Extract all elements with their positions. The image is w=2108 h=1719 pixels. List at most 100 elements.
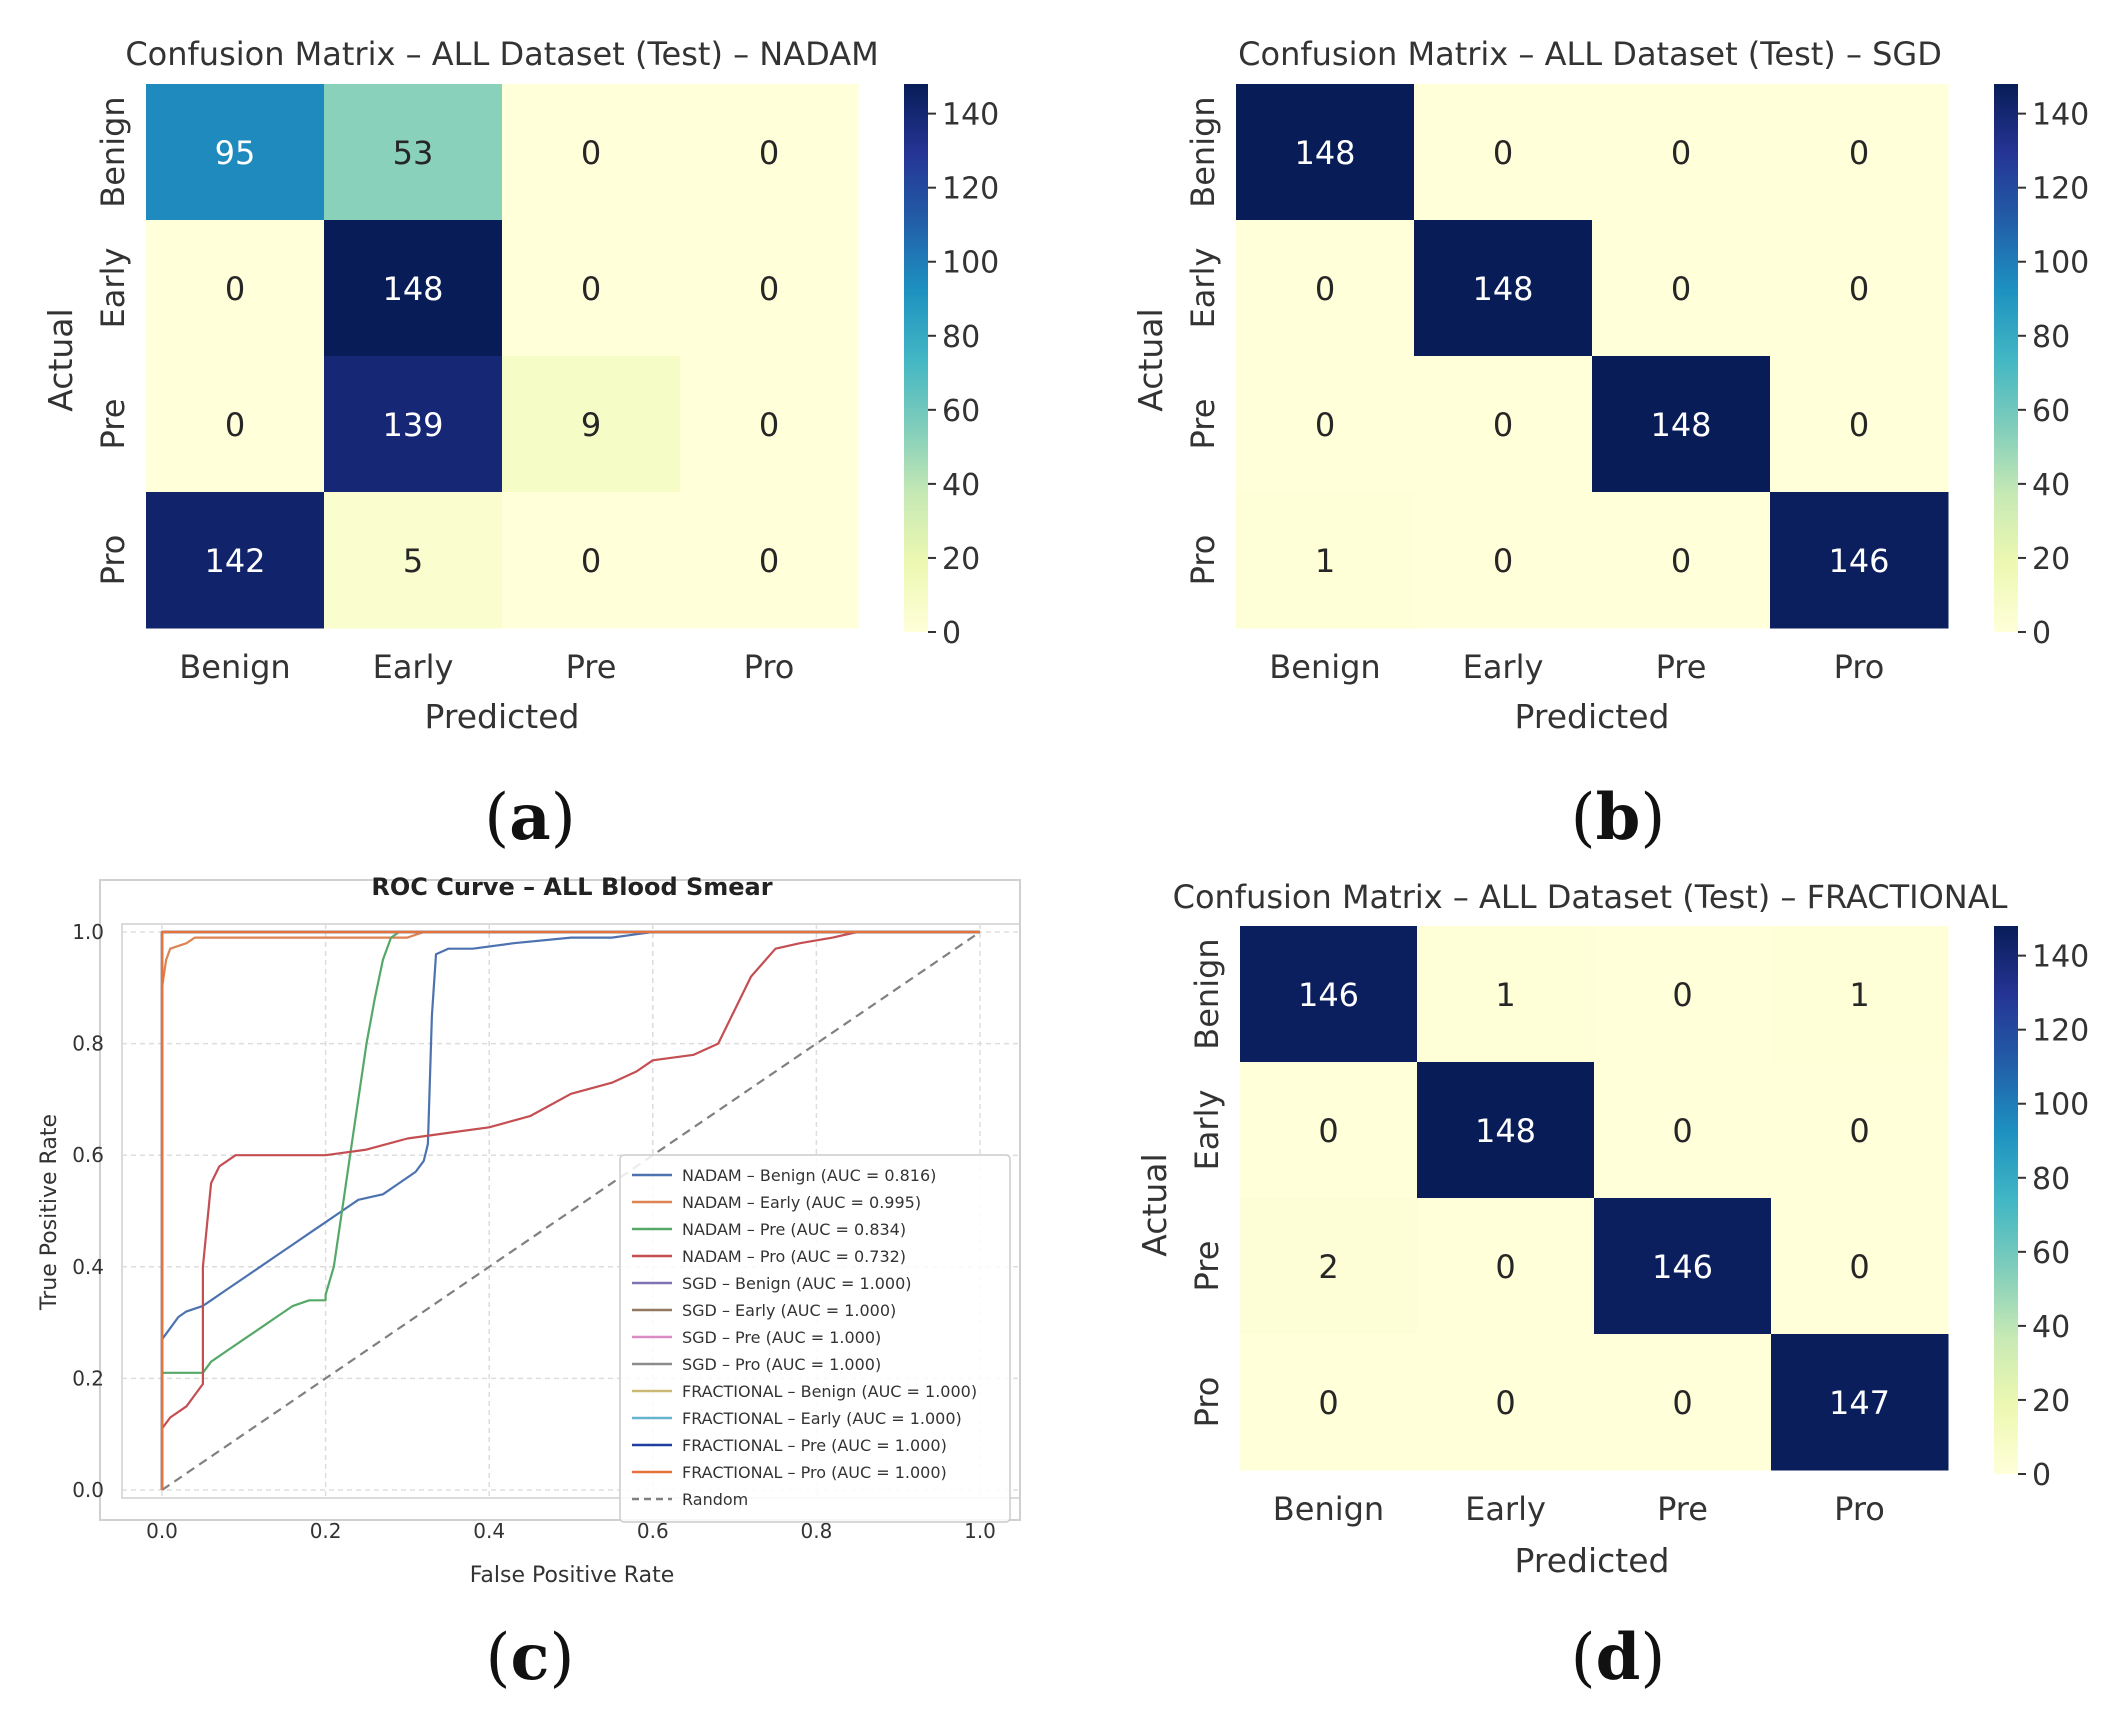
cell-value: 147 — [1829, 1384, 1890, 1422]
cell-value: 0 — [1672, 976, 1692, 1014]
cell-value: 0 — [1671, 134, 1691, 172]
colorbar-tick-label: 40 — [2032, 1310, 2070, 1345]
cell-value: 148 — [1294, 134, 1355, 172]
heatmap-cell-2-2 — [1594, 1198, 1772, 1335]
heatmap-cell-2-2 — [1592, 356, 1771, 493]
roc-legend: NADAM – Benign (AUC = 0.816) NADAM – Earl… — [619, 1154, 1011, 1523]
cell-value: 0 — [1672, 1384, 1692, 1422]
confusion-matrix-fractional: Confusion Matrix – ALL Dataset (Test) – … — [1135, 878, 2089, 1580]
cell-value: 0 — [581, 270, 601, 308]
heatmap-cell-2-1 — [1417, 1198, 1595, 1335]
heatmap-cell-3-1 — [324, 492, 503, 629]
cell-value: 1 — [1849, 976, 1869, 1014]
x-tick-label: 0.6 — [637, 1519, 669, 1543]
y-tick-label: 0.0 — [72, 1478, 104, 1502]
heatmap-cell-1-0 — [1240, 1062, 1418, 1199]
heatmap-cell-0-2 — [1592, 84, 1771, 221]
x-tick-label: Pre — [566, 648, 617, 686]
cell-value: 148 — [382, 270, 443, 308]
y-tick-label: Early — [94, 248, 132, 329]
heatmap-cell-0-2 — [502, 84, 681, 221]
roc-x-ticks: 0.0 0.2 0.4 0.6 0.8 1.0 — [146, 1519, 996, 1543]
cell-value: 0 — [225, 406, 245, 444]
cell-value: 146 — [1298, 976, 1359, 1014]
heatmap-cell-2-0 — [1240, 1198, 1418, 1335]
colorbar-tick-label: 100 — [2032, 1088, 2089, 1123]
x-tick-label: Benign — [1269, 648, 1380, 686]
heatmap-cell-1-3 — [680, 220, 859, 357]
legend-entry: FRACTIONAL – Pro (AUC = 1.000) — [682, 1463, 947, 1482]
cell-value: 0 — [1493, 406, 1513, 444]
heatmap-cell-0-1 — [1414, 84, 1593, 221]
x-tick-label: 1.0 — [964, 1519, 996, 1543]
chart-title: ROC Curve – ALL Blood Smear — [371, 873, 772, 901]
y-tick-label: Pro — [1188, 1377, 1226, 1428]
colorbar-tick-label: 80 — [942, 320, 980, 355]
heatmap-cells: 148 0 0 0 0 148 0 0 0 0 148 0 1 0 0 146 — [1236, 84, 1949, 629]
x-tick-label: Early — [1463, 648, 1544, 686]
heatmap-cells: 95 53 0 0 0 148 0 0 0 139 9 0 142 5 0 0 — [146, 84, 859, 629]
colorbar-tick-label: 100 — [2032, 246, 2089, 281]
heatmap-cell-3-0 — [146, 492, 325, 629]
roc-curve-chart: ROC Curve – ALL Blood Smear 0.0 0.2 0.4 0.6… — [37, 873, 1021, 1588]
legend-entry: NADAM – Early (AUC = 0.995) — [682, 1193, 921, 1212]
cell-value: 95 — [215, 134, 256, 172]
cell-value: 0 — [1849, 270, 1869, 308]
heatmap-y-ticks: Benign Early Pre Pro — [94, 96, 132, 585]
x-tick-label: Benign — [179, 648, 290, 686]
heatmap-cell-3-0 — [1236, 492, 1415, 629]
confusion-matrix-nadam: Confusion Matrix – ALL Dataset (Test) – … — [41, 35, 999, 736]
heatmap-cell-0-0 — [1240, 926, 1418, 1063]
chart-title: Confusion Matrix – ALL Dataset (Test) – … — [125, 35, 878, 73]
heatmap-cell-0-2 — [1594, 926, 1772, 1063]
x-tick-label: 0.0 — [146, 1519, 178, 1543]
colorbar-tick-label: 40 — [942, 468, 980, 503]
y-tick-label: Pro — [1184, 535, 1222, 586]
legend-entry: SGD – Pro (AUC = 1.000) — [682, 1355, 881, 1374]
heatmap-cell-3-0 — [1240, 1334, 1418, 1471]
y-tick-label: Early — [1184, 248, 1222, 329]
cell-value: 0 — [1315, 270, 1335, 308]
legend-entry: NADAM – Pre (AUC = 0.834) — [682, 1220, 906, 1239]
roc-series-line — [160, 930, 980, 1490]
legend-entry: FRACTIONAL – Pre (AUC = 1.000) — [682, 1436, 947, 1455]
y-axis-label: Actual — [41, 308, 80, 411]
y-tick-label: 0.4 — [72, 1255, 104, 1279]
cell-value: 0 — [1493, 134, 1513, 172]
colorbar-tick-label: 140 — [2032, 940, 2089, 975]
heatmap-cell-0-0 — [146, 84, 325, 221]
cell-value: 0 — [1849, 134, 1869, 172]
heatmap-cell-1-2 — [1594, 1062, 1772, 1199]
heatmap-cell-2-3 — [1771, 1198, 1949, 1335]
heatmap-cell-2-2 — [502, 356, 681, 493]
colorbar-tick-label: 0 — [2032, 1458, 2051, 1493]
x-tick-label: Pre — [1656, 648, 1707, 686]
roc-series-line — [160, 930, 980, 1490]
y-tick-label: 0.2 — [72, 1366, 104, 1390]
cell-value: 0 — [759, 542, 779, 580]
cell-value: 0 — [1849, 1248, 1869, 1286]
heatmap-cell-3-1 — [1417, 1334, 1595, 1471]
heatmap-cell-3-3 — [680, 492, 859, 629]
x-axis-label: Predicted — [425, 697, 580, 736]
cell-value: 148 — [1475, 1112, 1536, 1150]
colorbar-tick-label: 20 — [2032, 542, 2070, 577]
heatmap-cell-3-1 — [1414, 492, 1593, 629]
panel-label-d: (d) — [1570, 1620, 1666, 1695]
y-tick-label: Pre — [94, 399, 132, 450]
x-tick-label: Pro — [744, 648, 795, 686]
colorbar-tick-label: 80 — [2032, 1162, 2070, 1197]
colorbar-tick-label: 0 — [2032, 616, 2051, 651]
cell-value: 0 — [759, 134, 779, 172]
x-tick-label: Early — [1465, 1490, 1546, 1528]
cell-value: 0 — [581, 542, 601, 580]
colorbar-gradient — [904, 84, 928, 632]
y-tick-label: Benign — [94, 96, 132, 207]
heatmap-cell-2-3 — [680, 356, 859, 493]
colorbar-tick-label: 120 — [2032, 172, 2089, 207]
colorbar-tick-label: 140 — [2032, 98, 2089, 133]
heatmap-cell-2-1 — [324, 356, 503, 493]
cell-value: 142 — [204, 542, 265, 580]
legend-entry: FRACTIONAL – Early (AUC = 1.000) — [682, 1409, 962, 1428]
heatmap-cell-0-3 — [1770, 84, 1949, 221]
